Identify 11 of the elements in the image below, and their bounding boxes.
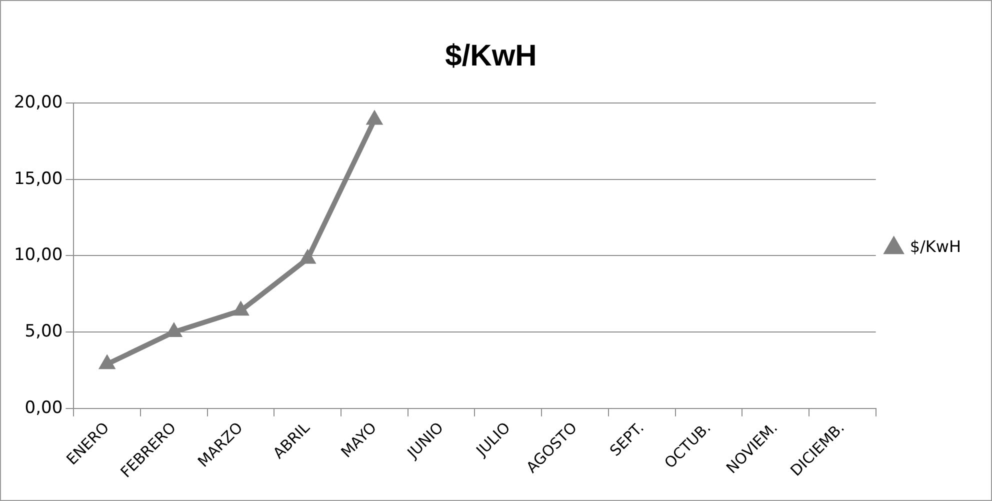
y-tick-label: 5,00 xyxy=(24,321,63,342)
point xyxy=(98,354,116,370)
point xyxy=(366,110,383,125)
point xyxy=(232,301,250,316)
point xyxy=(299,249,316,264)
y-tick-label: 0,00 xyxy=(24,398,63,418)
y-tick-label: 15,00 xyxy=(14,168,63,189)
legend-label: $/KwH xyxy=(910,237,962,256)
y-tick-label: 20,00 xyxy=(14,92,63,112)
y-tick-label: 10,00 xyxy=(14,245,63,266)
chart-title: $/KwH xyxy=(445,39,537,72)
